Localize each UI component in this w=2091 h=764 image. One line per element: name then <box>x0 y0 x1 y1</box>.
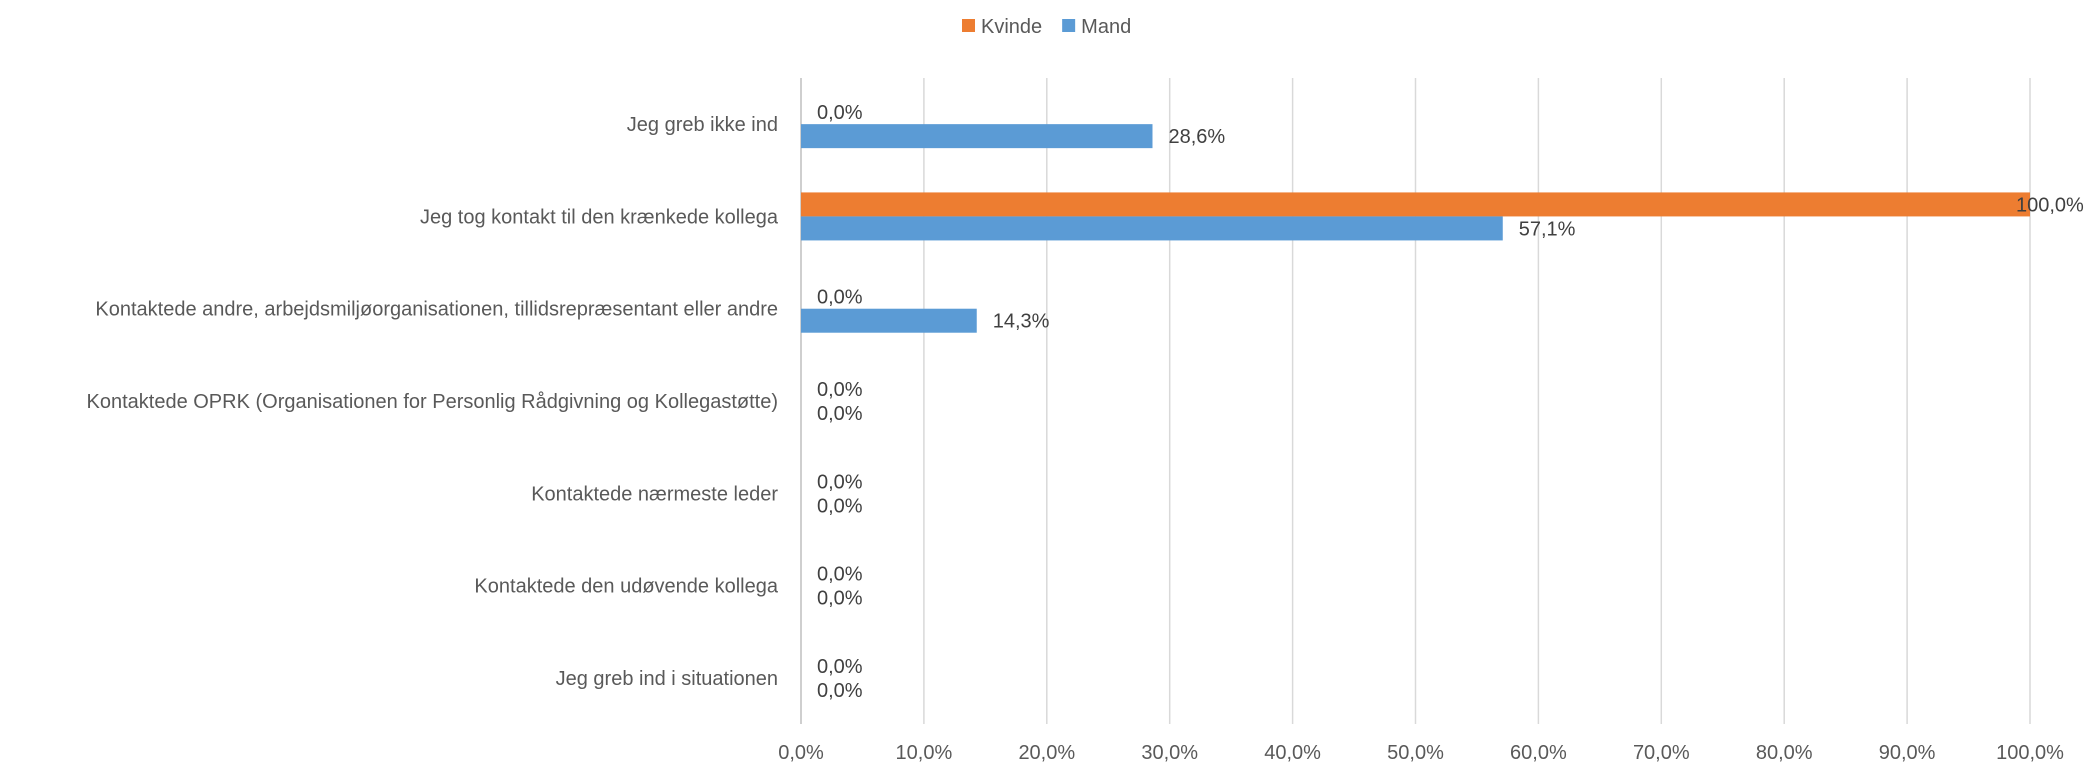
x-tick-label: 50,0% <box>1387 742 1444 764</box>
x-tick-label: 90,0% <box>1879 742 1936 764</box>
data-label-kvinde: 0,0% <box>817 379 863 401</box>
gridlines <box>800 78 2031 724</box>
x-tick-label: 80,0% <box>1756 742 1813 764</box>
x-tick-label: 40,0% <box>1264 742 1321 764</box>
data-label-mand: 14,3% <box>993 311 1050 333</box>
x-tick-label: 10,0% <box>896 742 953 764</box>
category-label: Kontaktede nærmeste leder <box>531 483 778 505</box>
x-tick-label: 100,0% <box>1996 742 2064 764</box>
x-tick-label: 0,0% <box>778 742 824 764</box>
data-label-mand: 0,0% <box>817 495 863 517</box>
data-label-kvinde: 0,0% <box>817 287 863 309</box>
data-label-kvinde: 0,0% <box>817 471 863 493</box>
x-tick-label: 60,0% <box>1510 742 1567 764</box>
x-tick-label: 20,0% <box>1018 742 1075 764</box>
category-label: Jeg greb ind i situationen <box>556 668 778 690</box>
legend-label-kvinde: Kvinde <box>981 16 1042 38</box>
x-tick-label: 70,0% <box>1633 742 1690 764</box>
legend-label-mand: Mand <box>1081 16 1131 38</box>
bars <box>801 124 2030 333</box>
bar-mand <box>801 216 1503 241</box>
data-label-mand: 0,0% <box>817 588 863 610</box>
legend-swatch-mand <box>1062 19 1076 32</box>
legend: Kvinde Mand <box>962 16 1131 38</box>
data-label-mand: 57,1% <box>1519 218 1576 240</box>
bar-kvinde <box>801 192 2030 217</box>
data-label-mand: 28,6% <box>1168 126 1225 148</box>
category-label: Jeg tog kontakt til den krænkede kollega <box>420 206 779 228</box>
data-label-kvinde: 0,0% <box>817 102 863 124</box>
category-label: Kontaktede den udøvende kollega <box>474 576 778 598</box>
data-label-mand: 0,0% <box>817 403 863 425</box>
bar-mand <box>801 124 1153 149</box>
category-labels: Jeg greb ikke ind Jeg tog kontakt til den… <box>87 114 779 690</box>
bar-mand <box>801 308 977 333</box>
data-label-mand: 0,0% <box>817 680 863 702</box>
data-label-kvinde: 0,0% <box>817 656 863 678</box>
data-label-kvinde: 100,0% <box>2016 194 2084 216</box>
data-label-kvinde: 0,0% <box>817 564 863 586</box>
x-tick-labels: 0,0% 10,0% 20,0% 30,0% 40,0% 50,0% 60,0% 70,0% 8… <box>778 742 2064 764</box>
data-labels: 0,0%28,6%100,0%57,1%0,0%14,3%0,0%0,0%0,0… <box>817 102 2084 702</box>
legend-swatch-kvinde <box>962 19 975 32</box>
category-label: Kontaktede andre, arbejdsmiljøorganisati… <box>95 299 778 321</box>
category-label: Jeg greb ikke ind <box>627 114 778 136</box>
x-tick-label: 30,0% <box>1141 742 1198 764</box>
category-label: Kontaktede OPRK (Organisationen for Pers… <box>87 391 779 413</box>
